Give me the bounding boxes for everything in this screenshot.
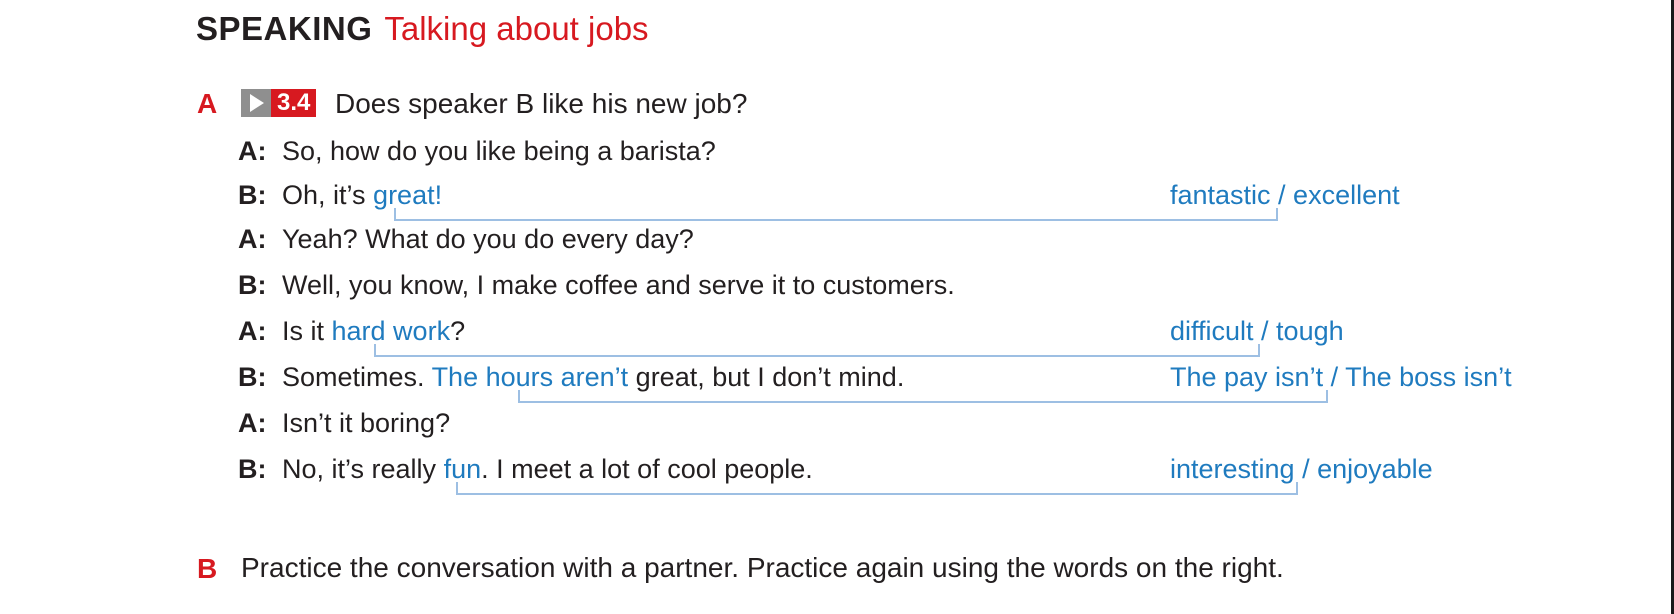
substitution-bracket [394, 208, 1278, 221]
part-b-instruction: Practice the conversation with a partner… [241, 552, 1284, 583]
dialogue-text: No, it’s really fun. I meet a lot of coo… [282, 454, 813, 484]
alternative-words: difficult / tough [1170, 316, 1344, 346]
substitution-bracket [456, 482, 1298, 495]
speaker-label: B: [238, 270, 267, 300]
dialogue-text: Well, you know, I make coffee and serve … [282, 270, 955, 300]
section-title: SPEAKING Talking about jobs [196, 10, 649, 48]
section-heading: SPEAKING [196, 10, 373, 47]
speaker-label: A: [238, 408, 267, 438]
part-b-letter: B [197, 553, 218, 584]
section-subheading: Talking about jobs [384, 10, 649, 47]
dialogue-text: Is it hard work? [282, 316, 466, 346]
speaker-label: A: [238, 316, 267, 346]
highlighted-phrase: hard work [331, 316, 451, 346]
dialogue-text: Oh, it’s great! [282, 180, 443, 210]
page-edge [1671, 0, 1674, 614]
speaker-label: B: [238, 362, 267, 392]
dialogue-text: So, how do you like being a barista? [282, 136, 716, 166]
speaker-label: A: [238, 136, 267, 166]
alternative-words: fantastic / excellent [1170, 180, 1400, 210]
dialogue-text: Yeah? What do you do every day? [282, 224, 694, 254]
alternative-words: The pay isn’t / The boss isn’t [1170, 362, 1512, 392]
highlighted-phrase: fun [443, 454, 482, 484]
play-icon[interactable] [241, 89, 271, 117]
speaker-label: B: [238, 180, 267, 210]
substitution-bracket [518, 390, 1328, 403]
highlighted-phrase: great! [373, 180, 443, 210]
dialogue-text: Isn’t it boring? [282, 408, 451, 438]
part-a-letter: A [197, 88, 218, 119]
substitution-bracket [374, 344, 1260, 357]
part-a: A 3.4 Does speaker B like his new job? [197, 88, 1097, 124]
highlighted-phrase: The hours aren’t [431, 362, 629, 392]
part-a-question: Does speaker B like his new job? [335, 88, 748, 119]
speaker-label: A: [238, 224, 267, 254]
audio-track-badge[interactable]: 3.4 [271, 89, 317, 117]
dialogue-text: Sometimes. The hours aren’t great, but I… [282, 362, 905, 392]
alternative-words: interesting / enjoyable [1170, 454, 1433, 484]
speaker-label: B: [238, 454, 267, 484]
